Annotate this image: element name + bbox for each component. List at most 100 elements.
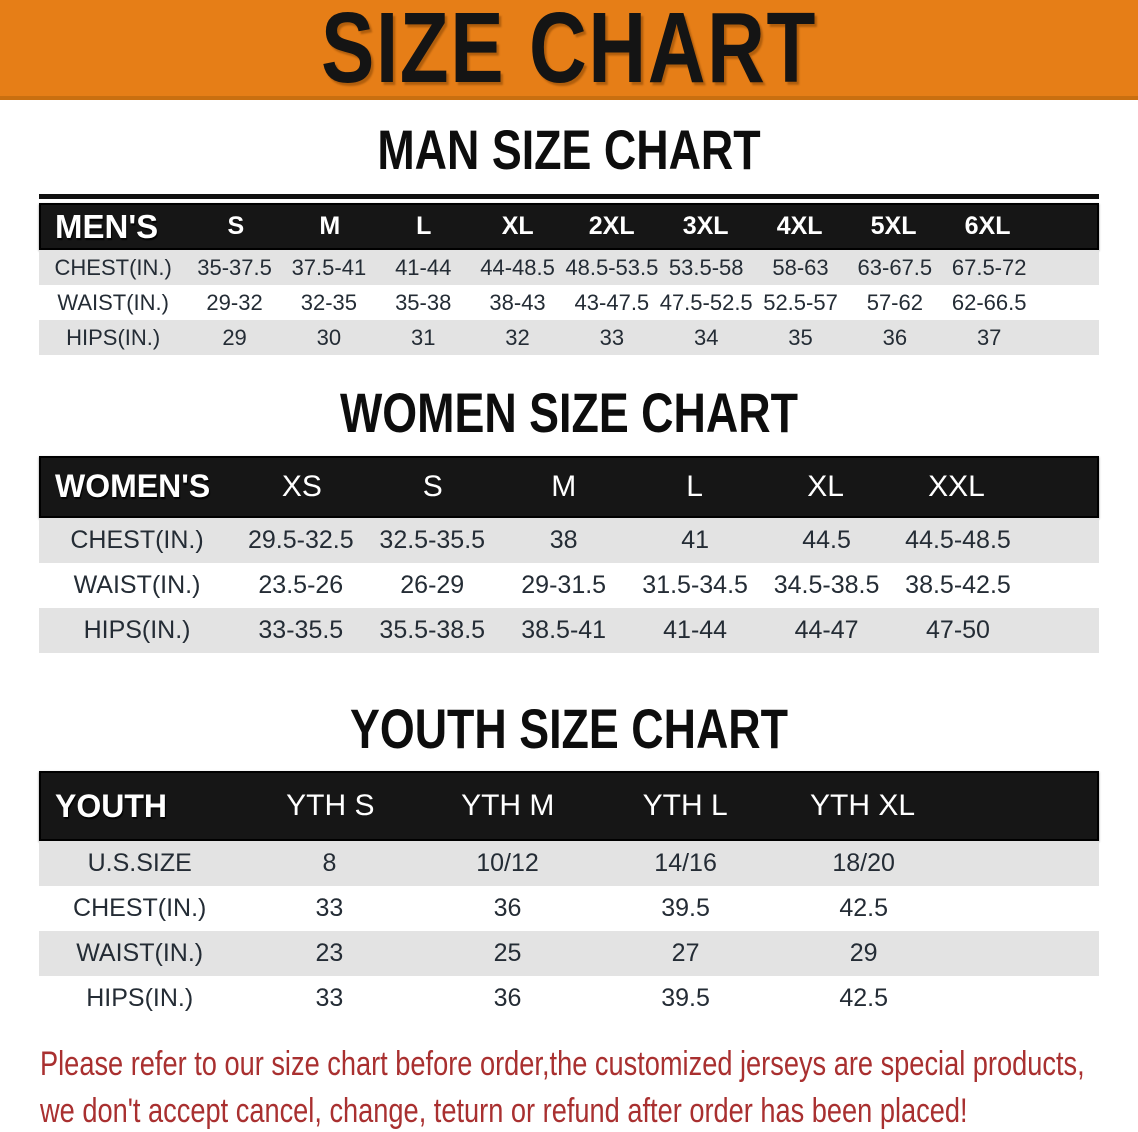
- size-column-header: YTH XL: [810, 789, 916, 823]
- measurement-value: 29-32: [206, 289, 263, 315]
- youth-size-table-grid: YOUTH YTH S YTH M YTH L YTH XL U.S.SIZE 8 10/12…: [39, 771, 1099, 1021]
- table-row: WAIST(IN.) 29-32 32-35 35-38 38-43 43-47.5 47.…: [39, 285, 1099, 320]
- measurement-label: HIPS(IN.): [86, 984, 194, 1013]
- size-column-header: XXL: [928, 469, 985, 503]
- section-women-size-chart: WOMEN SIZE CHART WOMEN'S XS S M L XL XXL CHEST(…: [0, 381, 1138, 653]
- table-row: HIPS(IN.) 33-35.5 35.5-38.5 38.5-41 41-44 44-…: [39, 607, 1099, 653]
- measurement-value: 31.5-34.5: [642, 570, 748, 599]
- measurement-value: 18/20: [832, 849, 895, 878]
- banner: SIZE CHART: [0, 0, 1138, 100]
- women-size-chart-heading: WOMEN SIZE CHART: [340, 381, 798, 445]
- measurement-value: 29: [222, 324, 247, 350]
- measurement-value: 23.5-26: [258, 570, 344, 599]
- measurement-value: 36: [882, 324, 908, 350]
- section-man-size-chart: MAN SIZE CHART MEN'S S M L XL 2XL 3XL 4XL 5XL 6XL…: [0, 118, 1138, 356]
- youth-size-table: YOUTH YTH S YTH M YTH L YTH XL U.S.SIZE 8 10/12…: [39, 771, 1099, 1021]
- measurement-value: 14/16: [654, 849, 717, 878]
- banner-title: SIZE CHART: [321, 0, 817, 104]
- measurement-value: 38.5-41: [521, 615, 607, 644]
- measurement-value: 35-38: [395, 289, 452, 315]
- size-column-header: 2XL: [588, 212, 635, 241]
- size-column-header: L: [686, 469, 703, 503]
- men-size-table-grid: MEN'S S M L XL 2XL 3XL 4XL 5XL 6XL CHEST(IN.) 35-37…: [39, 203, 1099, 356]
- measurement-label: HIPS(IN.): [66, 324, 161, 350]
- measurement-label: HIPS(IN.): [83, 615, 191, 644]
- measurement-value: 29-31.5: [521, 570, 607, 599]
- table-row: U.S.SIZE 8 10/12 14/16 18/20: [39, 841, 1099, 887]
- measurement-value: 33: [315, 984, 344, 1013]
- measurement-value: 37: [976, 324, 1002, 350]
- measurement-value: 30: [316, 324, 342, 350]
- size-column-header: XL: [501, 212, 534, 241]
- table-row: CHEST(IN.) 35-37.5 37.5-41 41-44 44-48.5 48.5…: [39, 250, 1099, 286]
- measurement-label: WAIST(IN.): [73, 570, 201, 599]
- measurement-value: 32: [505, 324, 530, 350]
- measurement-value: 44.5-48.5: [905, 525, 1011, 554]
- disclaimer-line-2: we don't accept cancel, change, teturn o…: [40, 1092, 968, 1131]
- measurement-value: 41: [681, 525, 710, 554]
- measurement-value: 34.5-38.5: [773, 570, 880, 599]
- men-size-table: MEN'S S M L XL 2XL 3XL 4XL 5XL 6XL CHEST(IN.) 35-37…: [39, 194, 1099, 356]
- size-column-header: YTH M: [461, 789, 555, 823]
- measurement-label: CHEST(IN.): [54, 254, 172, 280]
- measurement-value: 33: [599, 324, 625, 350]
- size-column-header: 3XL: [682, 212, 729, 241]
- size-column-header: M: [551, 469, 577, 503]
- size-column-header: YTH L: [642, 789, 728, 823]
- measurement-value: 39.5: [661, 894, 710, 923]
- size-column-header: S: [227, 212, 245, 241]
- measurement-value: 29: [849, 939, 878, 968]
- table-title: MEN'S: [55, 207, 159, 245]
- measurement-value: 32.5-35.5: [379, 525, 486, 554]
- measurement-value: 23: [315, 939, 344, 968]
- measurement-value: 37.5-41: [291, 254, 367, 280]
- measurement-value: 44.5: [802, 525, 851, 554]
- size-column-header: L: [416, 212, 432, 241]
- table-header-row: MEN'S S M L XL 2XL 3XL 4XL 5XL 6XL: [39, 203, 1099, 251]
- measurement-value: 52.5-57: [763, 289, 838, 315]
- section-youth-size-chart: YOUTH SIZE CHART YOUTH YTH S YTH M YTH L YTH…: [0, 697, 1138, 1021]
- measurement-label: CHEST(IN.): [73, 894, 207, 923]
- measurement-value: 29.5-32.5: [247, 525, 354, 554]
- measurement-value: 8: [322, 849, 337, 878]
- measurement-label: WAIST(IN.): [57, 289, 169, 315]
- table-header-row: YOUTH YTH S YTH M YTH L YTH XL: [39, 771, 1099, 842]
- measurement-value: 26-29: [400, 570, 465, 599]
- measurement-value: 32-35: [300, 289, 358, 315]
- table-row: WAIST(IN.) 23 25 27 29: [39, 931, 1099, 977]
- size-column-header: YTH S: [286, 789, 375, 823]
- man-size-chart-heading: MAN SIZE CHART: [377, 118, 761, 181]
- measurement-value: 35-37.5: [197, 254, 272, 280]
- table-row: HIPS(IN.) 33 36 39.5 42.5: [39, 976, 1099, 1021]
- measurement-label: WAIST(IN.): [76, 939, 204, 968]
- disclaimer-line-1: Please refer to our size chart before or…: [40, 1045, 1085, 1084]
- measurement-value: 62-66.5: [951, 289, 1027, 315]
- measurement-value: 44-47: [794, 615, 859, 644]
- youth-size-chart-heading: YOUTH SIZE CHART: [349, 696, 789, 760]
- measurement-value: 48.5-53.5: [565, 254, 659, 280]
- measurement-value: 35: [788, 324, 813, 350]
- measurement-value: 42.5: [839, 984, 888, 1013]
- measurement-value: 57-62: [866, 289, 923, 315]
- women-size-table: WOMEN'S XS S M L XL XXL CHEST(IN.) 29.5-32.5 32.5…: [39, 455, 1099, 653]
- size-column-header: M: [319, 212, 341, 241]
- measurement-value: 10/12: [476, 849, 539, 878]
- measurement-value: 53.5-58: [668, 254, 744, 280]
- measurement-value: 31: [410, 324, 436, 350]
- measurement-value: 38: [549, 525, 578, 554]
- measurement-value: 41-44: [395, 254, 452, 280]
- size-column-header: 5XL: [870, 212, 917, 241]
- measurement-value: 44-48.5: [480, 254, 555, 280]
- measurement-value: 27: [671, 939, 700, 968]
- measurement-label: U.S.SIZE: [87, 849, 192, 878]
- measurement-value: 67.5-72: [951, 254, 1027, 280]
- table-row: CHEST(IN.) 33 36 39.5 42.5: [39, 886, 1099, 931]
- table-title: WOMEN'S: [55, 468, 211, 505]
- measurement-value: 36: [493, 894, 522, 923]
- measurement-label: CHEST(IN.): [70, 525, 204, 554]
- measurement-value: 34: [693, 324, 719, 350]
- measurement-value: 63-67.5: [857, 254, 933, 280]
- size-column-header: 6XL: [964, 212, 1011, 241]
- measurement-value: 58-63: [772, 254, 829, 280]
- measurement-value: 47.5-52.5: [659, 289, 753, 315]
